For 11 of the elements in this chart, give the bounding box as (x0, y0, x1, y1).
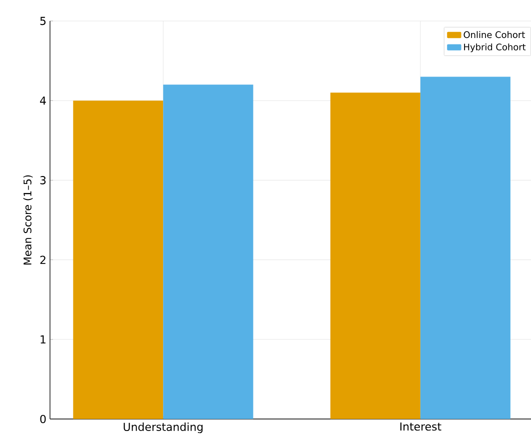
y-tick-label: 3 (40, 176, 46, 184)
x-tick-label: Understanding (124, 422, 203, 434)
legend-label: Hybrid Cohort (464, 43, 526, 52)
legend-label: Online Cohort (464, 31, 525, 38)
y-tick-label: 1 (40, 335, 46, 344)
y-tick-label: 5 (40, 16, 46, 26)
y-axis-title: Mean Score (1–5) (23, 175, 33, 265)
y-tick-label: 4 (40, 96, 46, 105)
y-tick-label: 0 (40, 414, 46, 424)
x-tick-label: Interest (400, 422, 442, 431)
y-tick-label: 2 (40, 256, 46, 264)
